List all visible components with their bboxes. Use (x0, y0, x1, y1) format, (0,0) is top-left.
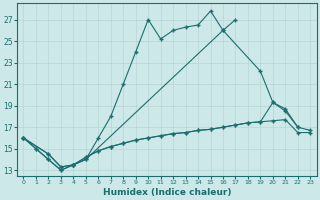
X-axis label: Humidex (Indice chaleur): Humidex (Indice chaleur) (103, 188, 231, 197)
